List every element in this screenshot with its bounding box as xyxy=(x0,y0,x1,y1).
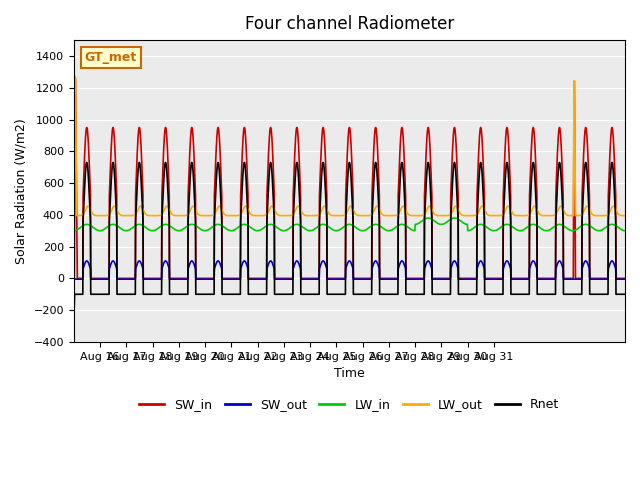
Title: Four channel Radiometer: Four channel Radiometer xyxy=(244,15,454,33)
Text: GT_met: GT_met xyxy=(85,51,137,64)
Legend: SW_in, SW_out, LW_in, LW_out, Rnet: SW_in, SW_out, LW_in, LW_out, Rnet xyxy=(134,394,564,417)
Y-axis label: Solar Radiation (W/m2): Solar Radiation (W/m2) xyxy=(15,118,28,264)
X-axis label: Time: Time xyxy=(334,367,365,380)
